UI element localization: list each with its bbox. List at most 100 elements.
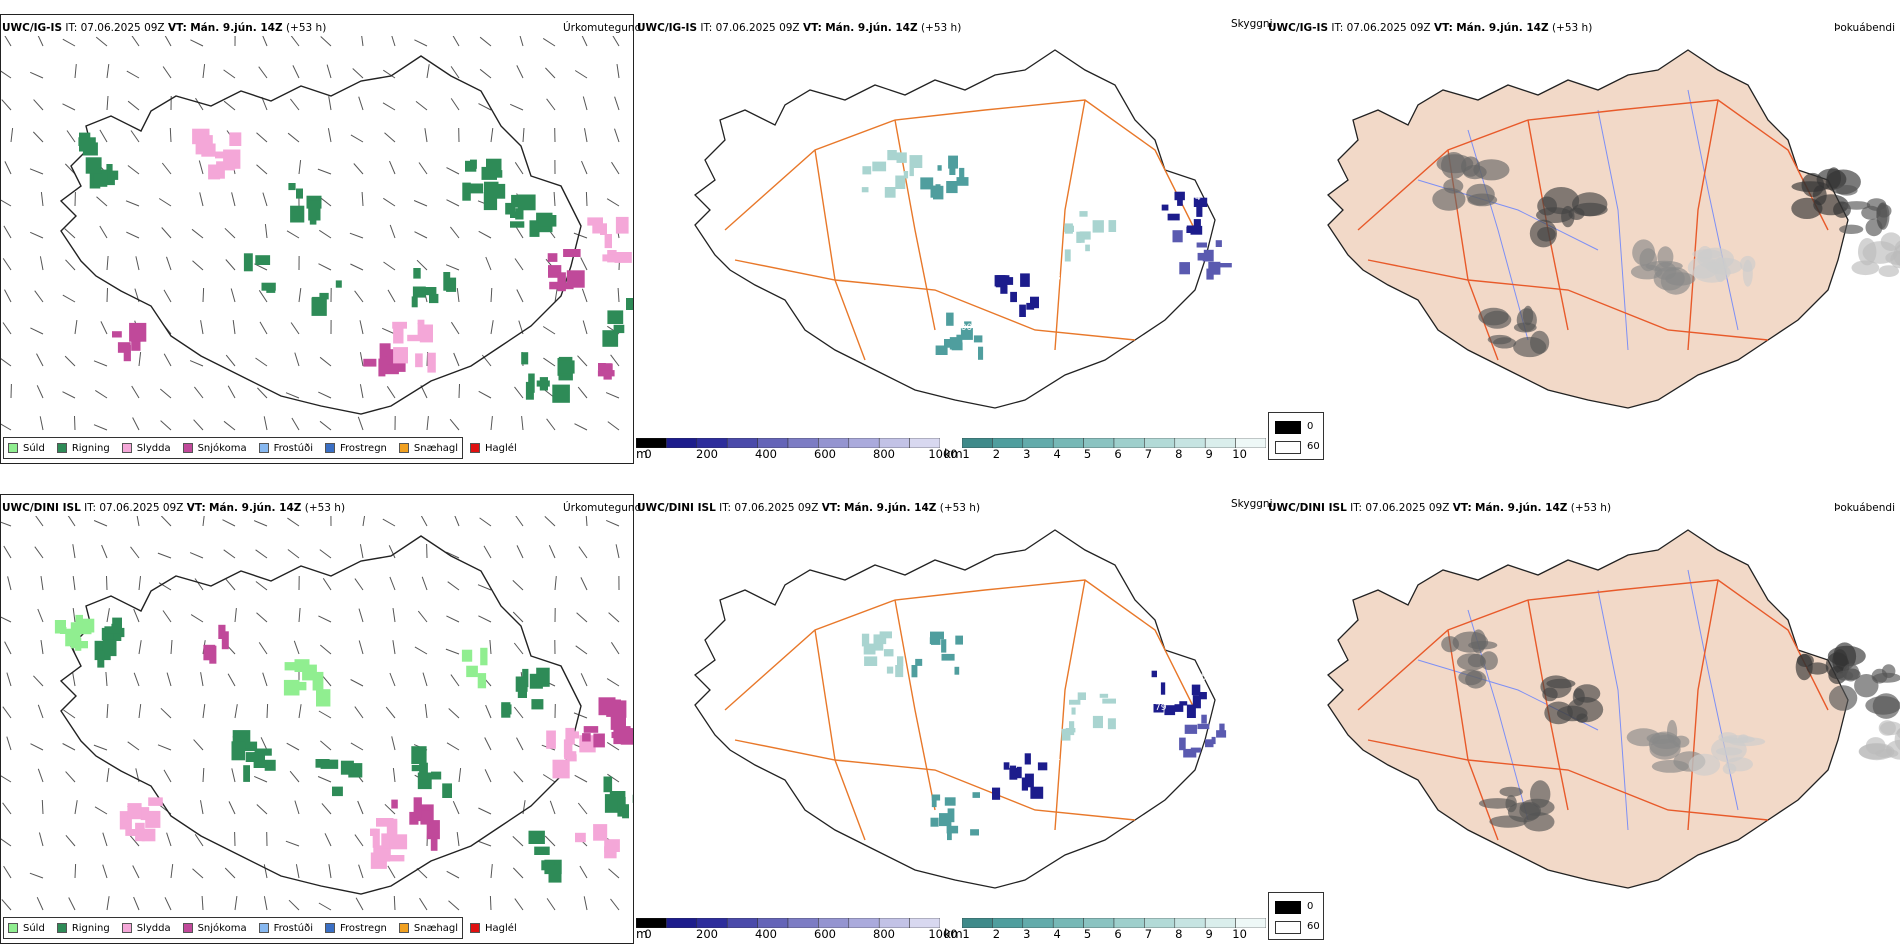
wind-barb [319,229,332,239]
ceiling-tick-label: 1000 [928,447,958,461]
precip-cell [253,752,265,768]
wind-barb [68,897,76,911]
precip-cell [548,864,562,883]
wind-barb [287,517,300,527]
wind-barb [542,326,556,335]
precip-cell [466,665,478,678]
fog-patch [1649,738,1681,760]
wind-barb [358,608,364,623]
fog-index-title: Þokuábendi [1834,22,1895,34]
visibility-tick-label: 8 [1175,447,1183,461]
ceiling-cell [1196,242,1207,248]
forecast-header: UWC/DINI ISL IT: 07.06.2025 09Z VT: Mán.… [637,502,980,515]
fog-patch [1657,246,1674,268]
wind-barb [263,864,268,879]
ceiling-cell [949,337,961,350]
legend-item-snow: Snjókoma [182,443,247,454]
ceiling-cell [1191,684,1201,696]
wind-barb [615,544,620,559]
wind-barb [456,832,460,847]
wind-barb [359,352,364,367]
precip-cell [393,325,404,344]
ceiling-cell [1160,682,1166,695]
ceiling-cell [884,187,896,198]
fog-patch [1878,720,1896,736]
wind-barb [546,418,556,431]
issue-time: 07.06.2025 09Z [99,502,184,514]
wind-barb [392,768,396,783]
wind-barb [67,516,76,527]
precip-type-legend: Súld Rigning Slydda Snjókoma Frostúði Fr… [3,917,517,939]
wind-barb [515,225,524,239]
fog-patch [1441,152,1467,179]
wind-barb [393,895,396,911]
wind-barbs [1,36,621,431]
fog-key-dark-swatch [1275,901,1301,914]
wind-barb [544,516,556,527]
ceiling-cell [920,177,934,190]
wind-barb [580,673,588,687]
fog-patch [1791,197,1823,219]
wind-barb [419,897,428,911]
fog-patch [1660,267,1691,295]
wind-barb [3,225,12,239]
snow-swatch [182,443,193,453]
wind-barb [298,288,302,303]
ceiling-cell [1196,205,1203,217]
ceiling-cell [1193,219,1201,228]
fog-patch [1493,337,1517,349]
ceiling-cell [1071,707,1076,715]
precip-cell [603,776,613,793]
wind-barb [33,99,44,111]
precip-cell [411,765,425,772]
wind-barb [106,287,108,303]
wind-barb [1,838,12,847]
visibility-tick-label: 6 [1114,447,1122,461]
wind-barb [580,577,588,591]
wind-barb [352,68,364,79]
fog-key-light-swatch [1275,441,1301,454]
wind-barb [189,552,204,559]
model-name: UWC/DINI ISL [1268,502,1347,514]
ceiling-cell [1016,766,1022,779]
precip-cell [534,846,550,855]
visibility-tick-label: 1 [962,447,970,461]
precip-cell [446,277,457,292]
ceiling-cell [861,187,869,193]
wind-barb [130,546,140,559]
wind-barb [158,198,172,207]
fog-patch [1893,244,1900,267]
precip-cell [309,213,317,225]
precip-cell [393,347,408,364]
ceiling-cell [944,797,956,806]
visibility-value-label: 168 [995,743,1012,753]
wind-barb [2,258,12,271]
wind-barb [542,774,556,783]
precip-cell [319,292,329,300]
visibility-map: 168 110 79 65 [635,510,1270,910]
wind-barb [293,640,300,655]
wind-barb [479,517,492,527]
visibility-tick-label: 5 [1083,927,1092,941]
ceiling-cell [1219,723,1225,734]
precip-cell [443,272,451,291]
wind-barb [129,834,140,847]
ceiling-cell [887,150,897,161]
wind-barb [581,160,588,175]
ceiling-cell [956,334,963,347]
wind-barb [161,162,172,175]
iceland-coastline [694,529,1216,889]
river-line [1597,109,1629,351]
road-line [814,149,866,361]
wind-barb [575,645,588,655]
ceiling-cell [959,167,965,180]
forecast-header: UWC/IG-IS IT: 07.06.2025 09Z VT: Mán. 9.… [637,22,961,35]
ceiling-cell [1030,786,1044,799]
wind-barb [446,199,460,207]
precip-cell [290,205,305,223]
wind-barb [359,384,364,399]
precip-cell [231,741,246,761]
wind-barb [255,581,268,591]
wind-barb [485,704,492,719]
wind-barb [415,101,428,111]
